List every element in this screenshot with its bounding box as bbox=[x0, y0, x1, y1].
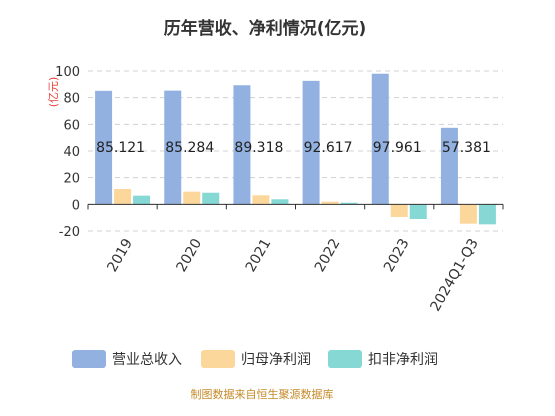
bar-3-2024Q1-Q3 bbox=[478, 204, 496, 225]
data-label: 92.617 bbox=[304, 140, 353, 156]
x-tick-label: 2019 bbox=[104, 236, 136, 275]
data-label: 85.284 bbox=[165, 140, 214, 156]
x-tick-label: 2020 bbox=[174, 236, 206, 275]
bar-2-2023 bbox=[390, 204, 408, 217]
bar-3-2022 bbox=[340, 202, 358, 205]
bar-2-2024Q1-Q3 bbox=[459, 204, 477, 224]
x-tick-label: 2024Q1-Q3 bbox=[428, 236, 482, 314]
x-tick-label: 2022 bbox=[312, 236, 344, 275]
y-tick-label: 20 bbox=[63, 172, 80, 187]
bar-1-2024Q1-Q3 bbox=[440, 127, 458, 205]
y-tick-label: 0 bbox=[72, 198, 80, 213]
data-label: 85.121 bbox=[96, 140, 145, 156]
y-tick-label: -20 bbox=[59, 225, 80, 240]
bar-1-2019 bbox=[95, 90, 113, 205]
data-label: 97.961 bbox=[373, 140, 422, 156]
y-axis-ticks: -20 0 20 40 60 80 100 bbox=[55, 65, 80, 240]
x-tick-label: 2023 bbox=[381, 236, 413, 275]
y-tick-label: 100 bbox=[55, 65, 80, 80]
bar-1-2023 bbox=[371, 73, 389, 205]
y-axis-label: (亿元) bbox=[47, 77, 60, 108]
bar-2-2022 bbox=[321, 201, 339, 205]
legend-swatch bbox=[201, 350, 235, 368]
y-tick-label: 80 bbox=[63, 92, 80, 107]
source-note: 制图数据来自恒生聚源数据库 bbox=[191, 387, 334, 401]
y-tick-label: 60 bbox=[63, 118, 80, 133]
bar-1-2022 bbox=[302, 80, 320, 205]
bar-1-2021 bbox=[233, 85, 251, 205]
data-label: 57.381 bbox=[442, 140, 491, 156]
bar-2-2021 bbox=[252, 195, 270, 205]
y-tick-label: 40 bbox=[63, 145, 80, 160]
x-tick-label: 2021 bbox=[243, 236, 275, 275]
legend-label: 扣非净利润 bbox=[368, 352, 438, 368]
legend-label: 归母净利润 bbox=[241, 351, 311, 368]
legend: 营业总收入 归母净利润 扣非净利润 bbox=[72, 350, 438, 368]
bar-3-2019 bbox=[133, 195, 151, 205]
x-axis bbox=[87, 203, 504, 210]
legend-label: 营业总收入 bbox=[112, 352, 182, 368]
legend-swatch bbox=[72, 350, 106, 368]
chart-title: 历年营收、净利情况(亿元) bbox=[164, 18, 367, 39]
bar-3-2020 bbox=[202, 192, 220, 205]
bar-3-2023 bbox=[409, 204, 427, 219]
bars bbox=[95, 73, 496, 225]
data-labels: 85.121 85.284 89.318 92.617 97.961 57.381 bbox=[96, 140, 491, 156]
legend-swatch bbox=[328, 350, 362, 368]
bar-3-2021 bbox=[271, 199, 289, 205]
bar-2-2020 bbox=[183, 191, 201, 205]
data-label: 89.318 bbox=[234, 140, 283, 156]
x-axis-ticks: 2019 2020 2021 2022 2023 2024Q1-Q3 bbox=[104, 236, 482, 314]
bar-2-2019 bbox=[114, 189, 132, 205]
bar-1-2020 bbox=[164, 90, 182, 205]
